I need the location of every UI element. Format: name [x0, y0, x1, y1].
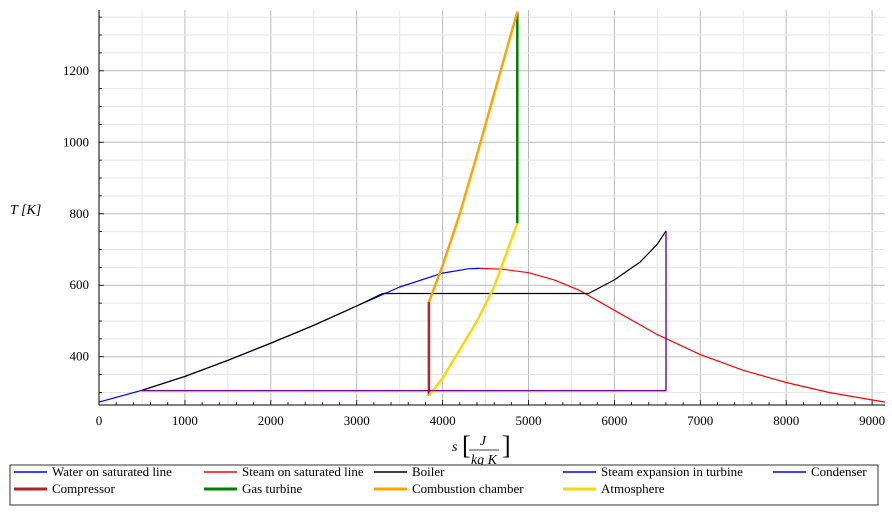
legend-label: Compressor: [52, 481, 116, 496]
y-tick-label: 1200: [63, 63, 89, 78]
x-tick-label: 2000: [258, 413, 284, 428]
legend-item: Condenser: [773, 464, 867, 479]
x-tick-label: 6000: [601, 413, 627, 428]
legend-label: Water on saturated line: [52, 464, 172, 479]
legend-item: Water on saturated line: [14, 464, 172, 479]
y-axis-label: T [K]: [10, 203, 41, 218]
x-tick-label: 7000: [687, 413, 713, 428]
legend: Water on saturated line Steam on saturate…: [14, 464, 867, 496]
y-tick-label: 800: [70, 206, 90, 221]
legend-item: Steam expansion in turbine: [563, 464, 743, 479]
x-axis-unit-den: kg K: [471, 453, 498, 468]
legend-label: Condenser: [811, 464, 867, 479]
series-line-combustion-chamber: [427, 11, 519, 303]
legend-label: Atmosphere: [601, 481, 665, 496]
y-tick-label: 400: [70, 349, 90, 364]
legend-label: Boiler: [412, 464, 445, 479]
series-line-atmosphere: [427, 222, 519, 397]
x-axis-bracket-left: [: [462, 431, 471, 460]
legend-item: Steam on saturated line: [204, 464, 364, 479]
x-axis-bracket-right: ]: [502, 431, 511, 460]
y-tick-label: 600: [70, 277, 90, 292]
x-tick-label: 8000: [773, 413, 799, 428]
tick-labels: 0 1000 2000 3000 4000 5000 6000 7000 8000 9000 400…: [63, 63, 885, 428]
legend-item: Combustion chamber: [374, 481, 524, 496]
legend-label: Steam expansion in turbine: [601, 464, 743, 479]
x-axis-unit-num: J: [480, 434, 487, 449]
series-line-steam-on-saturated-line: [479, 267, 886, 403]
legend-label: Steam on saturated line: [242, 464, 364, 479]
series-line-boiler: [141, 230, 667, 391]
x-tick-label: 5000: [516, 413, 542, 428]
legend-box: [9, 464, 879, 506]
grid: [99, 10, 885, 405]
x-tick-label: 9000: [859, 413, 885, 428]
y-tick-label: 1000: [63, 134, 89, 149]
x-tick-label: 4000: [430, 413, 456, 428]
legend-item: Compressor: [14, 481, 116, 496]
x-tick-label: 0: [96, 413, 103, 428]
axes: [98, 10, 885, 406]
x-tick-label: 1000: [172, 413, 198, 428]
x-axis-symbol: s: [452, 440, 458, 455]
legend-item: Atmosphere: [563, 481, 665, 496]
x-tick-label: 3000: [344, 413, 370, 428]
legend-label: Combustion chamber: [412, 481, 524, 496]
series-lines: [98, 11, 886, 403]
x-axis-label: s [ J kg K ]: [452, 431, 511, 468]
legend-item: Gas turbine: [204, 481, 303, 496]
legend-item: Boiler: [374, 464, 445, 479]
legend-label: Gas turbine: [242, 481, 303, 496]
